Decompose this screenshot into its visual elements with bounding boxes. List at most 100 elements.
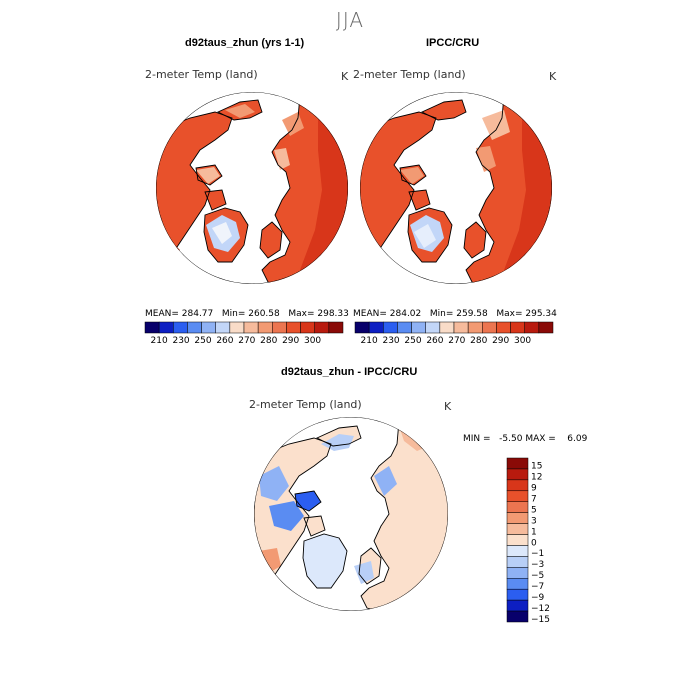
diff-colorbar-tick: 12 (531, 473, 542, 483)
model-min-label: Min= (221, 309, 246, 319)
obs-colorbar-tick: 270 (448, 336, 465, 346)
model-alaska-mild (225, 104, 255, 118)
model-colorbar-tick: 230 (172, 336, 189, 346)
obs-arch-mild (400, 167, 424, 184)
diff-cool-patch-3 (295, 491, 321, 511)
model-colorbar-tick: 210 (151, 336, 168, 346)
diff-greenland (303, 534, 347, 588)
model-colorbar-box (300, 321, 315, 334)
model-panel-title: d92taus_zhun (yrs 1-1) (185, 37, 305, 49)
obs-units-label: K (549, 70, 557, 83)
obs-colorbar-tick: 230 (382, 336, 399, 346)
obs-variable-label: 2-meter Temp (land) (353, 68, 466, 81)
diff-max-label: MAX = (525, 434, 556, 444)
obs-colorbar-box (354, 321, 370, 334)
model-colorbar-box (229, 321, 245, 334)
obs-mean-value: 284.02 (389, 309, 422, 319)
model-colorbar-tick: 270 (238, 336, 255, 346)
diff-colorbar-tick: 0 (531, 538, 537, 548)
obs-panel-title: IPCC/CRU (426, 37, 480, 49)
obs-taymyr-mild (476, 146, 496, 172)
model-colorbar-box (286, 321, 301, 334)
diff-land-group (254, 420, 448, 611)
model-taymyr-mild (274, 148, 290, 170)
model-colorbar-box (201, 321, 216, 334)
diff-max-value: 6.09 (567, 434, 588, 444)
diff-variable-label: 2-meter Temp (land) (249, 398, 362, 411)
diff-colorbar-tick: 9 (531, 484, 537, 494)
model-colorbar-tick: 290 (282, 336, 299, 346)
diff-colorbar-tick: 3 (531, 516, 537, 526)
model-max-label: Max= (288, 309, 315, 319)
model-colorbar: 210 230 250 260 270 280 290 300 (144, 321, 344, 346)
obs-colorbar-tick: 250 (404, 336, 421, 346)
obs-map (360, 92, 552, 284)
obs-colorbar-box (453, 321, 469, 334)
diff-colorbar-box (506, 479, 529, 492)
diff-colorbar-tick: −5 (531, 571, 544, 581)
diff-min-value: -5.50 (499, 434, 523, 444)
diff-colorbar-box (506, 599, 529, 612)
obs-colorbar-box (368, 321, 384, 334)
diff-colorbar-box (506, 512, 529, 524)
diff-cool-patch-1 (259, 466, 289, 501)
figure-title: JJA (335, 8, 365, 32)
model-stats: MEAN= 284.77 Min= 260.58 Max= 298.33 (145, 309, 349, 319)
obs-colorbar-box (397, 321, 412, 334)
model-colorbar-tick: 300 (304, 336, 321, 346)
diff-units-label: K (444, 400, 452, 413)
model-mean-label: MEAN= (145, 309, 179, 319)
model-colorbar-box (328, 321, 344, 334)
diff-colorbar-box (506, 457, 529, 470)
obs-siberia-mild (482, 110, 510, 140)
model-colorbar-box (314, 321, 330, 334)
diff-map (254, 417, 448, 611)
diff-colorbar-tick: −1 (531, 549, 544, 559)
model-greenland-cold (212, 222, 232, 244)
diff-colorbar-box (506, 468, 529, 481)
obs-colorbar-tick: 300 (514, 336, 531, 346)
diff-colorbar-box (506, 567, 529, 579)
model-colorbar-box (257, 321, 273, 334)
model-colorbar-tick: 250 (194, 336, 211, 346)
model-mean-value: 284.77 (181, 309, 214, 319)
model-units-label: K (341, 70, 349, 83)
diff-colorbar-box (506, 556, 529, 568)
diff-colorbar-tick: −9 (531, 593, 545, 603)
diff-colorbar-tick: 15 (531, 462, 542, 472)
diff-colorbar-box (506, 578, 529, 590)
obs-max-value: 295.34 (525, 309, 557, 319)
diff-colorbar-tick: 1 (531, 527, 537, 537)
obs-colorbar-box (425, 321, 441, 334)
diff-panel-title: d92taus_zhun - IPCC/CRU (281, 366, 418, 378)
obs-colorbar-box (496, 321, 511, 334)
obs-colorbar-box (467, 321, 483, 334)
model-min-value: 260.58 (248, 309, 280, 319)
diff-stats: MIN = -5.50 MAX = 6.09 (463, 434, 587, 444)
obs-colorbar-box (482, 321, 497, 334)
diff-min-label: MIN = (463, 434, 491, 444)
diff-colorbar-tick: −3 (531, 560, 544, 570)
obs-colorbar: 210 230 250 260 270 280 290 300 (354, 321, 554, 346)
obs-colorbar-box (439, 321, 455, 334)
model-colorbar-tick: 280 (260, 336, 277, 346)
model-colorbar-box (158, 321, 174, 334)
diff-cool-patch-6 (354, 561, 374, 584)
diff-cool-patch-4 (321, 434, 354, 451)
diff-colorbar-box (506, 501, 529, 513)
model-colorbar-box (173, 321, 188, 334)
obs-colorbar-box (538, 321, 554, 334)
diff-colorbar-box (506, 588, 529, 601)
diff-colorbar-tick: 5 (531, 505, 537, 515)
model-colorbar-box (243, 321, 259, 334)
obs-colorbar-tick: 260 (426, 336, 443, 346)
obs-colorbar-box (510, 321, 525, 334)
diff-colorbar-box (506, 610, 529, 623)
obs-colorbar-box (411, 321, 426, 334)
model-siberia-mild (282, 112, 304, 136)
obs-colorbar-box (524, 321, 540, 334)
diff-colorbar-box (506, 490, 529, 502)
obs-min-label: Min= (429, 309, 454, 319)
diff-colorbar-box (506, 534, 529, 546)
